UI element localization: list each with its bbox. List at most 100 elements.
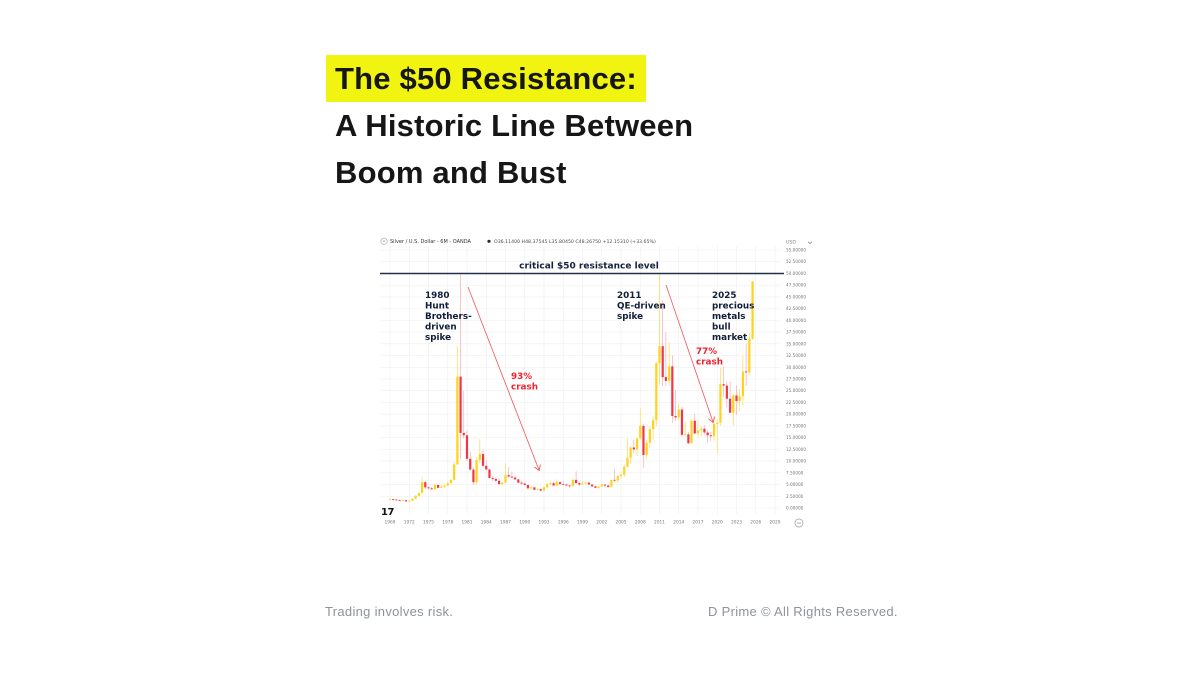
- x-tick-label[interactable]: 1999: [577, 520, 588, 526]
- y-tick-label[interactable]: 52.50000: [786, 259, 806, 264]
- candle-body: [696, 430, 700, 434]
- y-tick-label[interactable]: 10.00000: [786, 459, 806, 464]
- candle-body: [437, 485, 440, 488]
- candle-body: [392, 499, 395, 500]
- resistance-label: critical $50 resistance level: [519, 262, 659, 272]
- y-tick-label[interactable]: 22.50000: [786, 400, 806, 405]
- y-tick-label[interactable]: 12.50000: [786, 447, 806, 452]
- tradingview-logo-icon[interactable]: 17: [381, 507, 395, 518]
- x-tick-label[interactable]: 2029: [770, 520, 781, 526]
- candle-body: [558, 482, 562, 485]
- x-tick-label[interactable]: 1981: [462, 520, 473, 526]
- spike-2011-label: QE-driven: [617, 302, 666, 312]
- y-tick-label[interactable]: 45.00000: [786, 294, 806, 299]
- x-tick-label[interactable]: 2011: [654, 520, 665, 526]
- silver-price-chart: critical $50 resistance level 1980 Hunt Br…: [378, 232, 822, 535]
- x-tick-label[interactable]: 1990: [519, 520, 530, 526]
- y-tick-label[interactable]: 5.00000: [786, 482, 804, 487]
- spike-1980-label: 1980: [425, 291, 449, 301]
- x-tick-label[interactable]: 1984: [481, 520, 492, 526]
- candle-body: [671, 366, 674, 417]
- candle-body: [507, 475, 510, 477]
- x-tick-label[interactable]: 2026: [750, 520, 761, 526]
- candle-body: [587, 482, 591, 485]
- y-tick-label[interactable]: 40.00000: [786, 318, 806, 323]
- candle-body: [655, 363, 658, 421]
- candle-body: [751, 281, 754, 339]
- y-tick-label[interactable]: 7.50000: [786, 470, 804, 475]
- candle-body: [411, 498, 414, 501]
- y-tick-label[interactable]: 55.00000: [786, 248, 806, 253]
- candle-body: [709, 435, 712, 437]
- x-tick-label[interactable]: 1978: [442, 520, 453, 526]
- chevron-down-icon[interactable]: [807, 241, 813, 244]
- candle-body: [568, 485, 571, 487]
- y-axis-labels[interactable]: 55.00000 52.50000 50.00000 47.50000 45.00000…: [786, 248, 806, 511]
- y-tick-label[interactable]: 30.00000: [786, 365, 806, 370]
- x-tick-label[interactable]: 2005: [616, 520, 627, 526]
- y-tick-label[interactable]: 37.50000: [786, 330, 806, 335]
- y-tick-label[interactable]: 32.50000: [786, 353, 806, 358]
- y-tick-label[interactable]: 47.50000: [786, 283, 806, 288]
- x-tick-label[interactable]: 2014: [673, 520, 684, 526]
- crash-arrow-2011: [665, 284, 716, 424]
- x-tick-label[interactable]: 2023: [731, 520, 742, 526]
- y-tick-label[interactable]: 25.00000: [786, 388, 806, 393]
- x-tick-label[interactable]: 2008: [635, 520, 646, 526]
- candle-body: [420, 482, 424, 493]
- x-tick-label[interactable]: 1975: [423, 520, 434, 526]
- y-tick-label[interactable]: 17.50000: [786, 423, 806, 428]
- candle-body: [481, 454, 485, 466]
- currency-label[interactable]: USD: [786, 240, 796, 246]
- y-tick-label[interactable]: 2.50000: [786, 494, 804, 499]
- spike-1980-label: Brothers-: [425, 312, 472, 322]
- y-tick-label[interactable]: 42.50000: [786, 306, 806, 311]
- candle-body: [741, 371, 745, 397]
- y-tick-label[interactable]: 50.00000: [786, 271, 806, 276]
- x-tick-label[interactable]: 2017: [693, 520, 704, 526]
- candle-body: [478, 454, 481, 461]
- candle-body: [584, 482, 587, 484]
- candle-body: [565, 484, 568, 486]
- candle-body: [427, 487, 430, 489]
- x-axis-labels[interactable]: 1969 1972 1975 1978 1981 1984 1987 1990 1993 1996…: [385, 520, 781, 526]
- candle-body: [388, 499, 392, 500]
- candle-body: [417, 492, 420, 496]
- x-tick-label[interactable]: 1993: [539, 520, 550, 526]
- y-tick-label[interactable]: 15.00000: [786, 435, 806, 440]
- headline-line3: Boom and Bust: [335, 155, 567, 190]
- y-tick-label[interactable]: 27.50000: [786, 377, 806, 382]
- x-tick-label[interactable]: 1969: [385, 520, 396, 526]
- x-tick-label[interactable]: 1996: [558, 520, 569, 526]
- x-tick-label[interactable]: 2002: [596, 520, 607, 526]
- y-tick-label[interactable]: 35.00000: [786, 341, 806, 346]
- chart-candles: [388, 274, 754, 502]
- candle-body: [581, 483, 584, 485]
- bull-2025-label: metals: [712, 312, 746, 322]
- candle-body: [716, 422, 719, 425]
- candle-body: [591, 484, 594, 487]
- candle-body: [571, 479, 574, 486]
- chart-grid: [380, 246, 781, 514]
- candle-body: [603, 484, 607, 486]
- candle-body: [735, 395, 738, 402]
- x-tick-label[interactable]: 2020: [712, 520, 723, 526]
- crash-93-label: 93%: [511, 372, 532, 382]
- candle-body: [738, 396, 741, 402]
- spike-2011-label: 2011: [617, 291, 641, 301]
- y-tick-label[interactable]: 20.00000: [786, 412, 806, 417]
- disclaimer-text: Trading involves risk.: [325, 604, 454, 619]
- spike-1980-label: Hunt: [425, 302, 449, 312]
- candle-body: [485, 465, 488, 470]
- candle-body: [414, 495, 417, 499]
- candle-body: [610, 479, 613, 487]
- candle-body: [443, 485, 446, 487]
- resistance-level: critical $50 resistance level: [380, 262, 784, 275]
- x-tick-label[interactable]: 1972: [404, 520, 415, 526]
- x-tick-label[interactable]: 1987: [500, 520, 511, 526]
- candle-body: [475, 460, 478, 483]
- candle-body: [462, 432, 465, 436]
- y-tick-label[interactable]: 0.00000: [786, 506, 804, 511]
- scale-settings-icon[interactable]: [794, 518, 804, 528]
